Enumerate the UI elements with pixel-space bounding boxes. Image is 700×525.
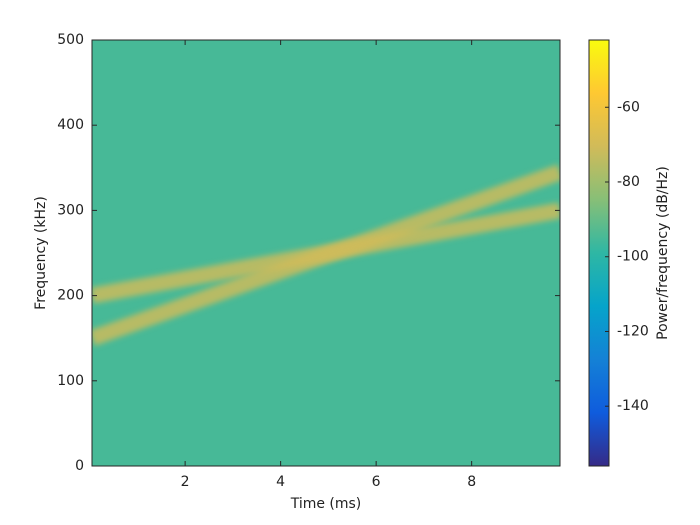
chirps xyxy=(92,164,560,346)
x-tick-label: 4 xyxy=(276,474,285,490)
colorbar xyxy=(588,39,610,467)
y-tick-label: 0 xyxy=(75,458,84,474)
chirp xyxy=(92,164,560,346)
plot-frame xyxy=(91,39,561,467)
colorbar-tick-label: -100 xyxy=(617,249,649,265)
y-tick-label: 500 xyxy=(57,32,84,48)
y-tick-label: 300 xyxy=(57,202,84,218)
colorbar-tick-label: -140 xyxy=(617,398,649,414)
colorbar-tick-label: -120 xyxy=(617,323,649,339)
x-axis-label: Time (ms) xyxy=(290,496,362,512)
colorbar-tick-label: -60 xyxy=(617,99,640,115)
y-tick-label: 400 xyxy=(57,117,84,133)
y-tick-label: 100 xyxy=(57,373,84,389)
colorbar-tick-label: -80 xyxy=(617,174,640,190)
colorbar-label: Power/frequency (dB/Hz) xyxy=(655,166,671,340)
y-tick-label: 200 xyxy=(57,288,84,304)
x-tick-label: 8 xyxy=(467,474,476,490)
x-tick-label: 6 xyxy=(372,474,381,490)
y-axis-label: Frequency (kHz) xyxy=(33,196,49,310)
x-tick-label: 2 xyxy=(181,474,190,490)
